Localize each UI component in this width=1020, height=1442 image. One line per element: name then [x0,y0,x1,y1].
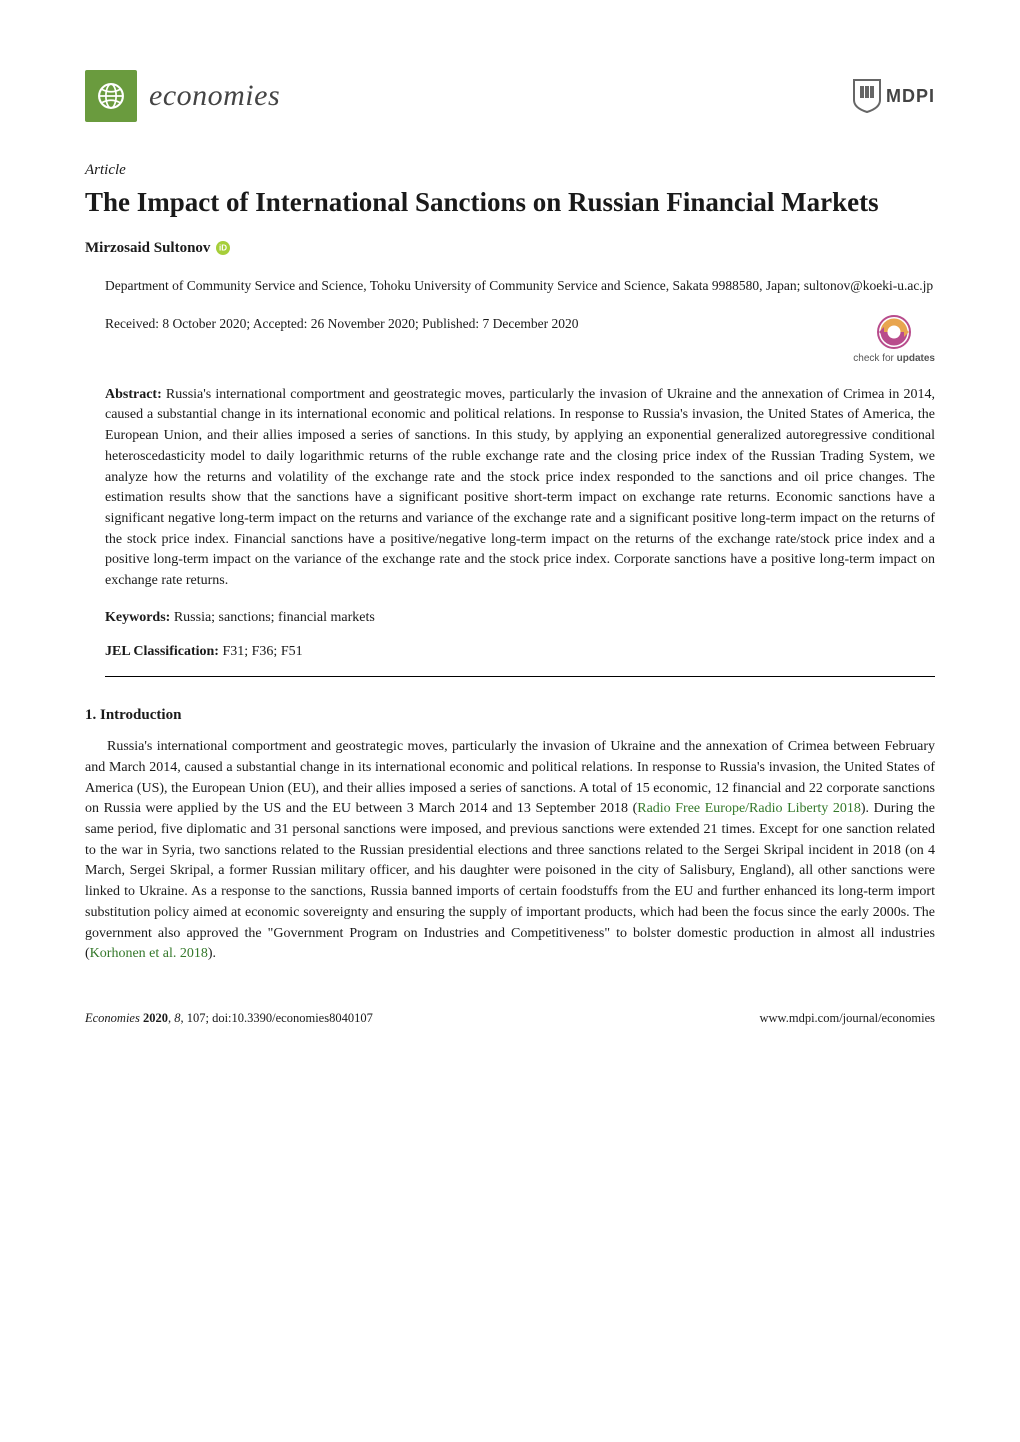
footer-citation: Economies 2020, 8, 107; doi:10.3390/econ… [85,1009,373,1027]
citation-rfe[interactable]: Radio Free Europe/Radio Liberty 2018 [637,801,861,816]
article-title: The Impact of International Sanctions on… [85,186,935,220]
section-heading-intro: 1. Introduction [85,705,935,727]
publisher-name: MDPI [886,83,935,109]
abstract-text: Russia's international comportment and g… [105,387,935,588]
article-type: Article [85,160,935,182]
check-updates-label: check for updates [853,352,935,367]
journal-name: economies [149,74,280,118]
keywords-text: Russia; sanctions; financial markets [174,610,375,625]
abstract-label: Abstract: [105,387,162,402]
dates-row: Received: 8 October 2020; Accepted: 26 N… [105,314,935,367]
header-row: economies MDPI [85,70,935,122]
page-footer: Economies 2020, 8, 107; doi:10.3390/econ… [85,1009,935,1027]
section-divider [105,676,935,677]
mdpi-shield-icon [852,78,882,114]
keywords-label: Keywords: [105,610,170,625]
jel-label: JEL Classification: [105,644,219,659]
author-line: Mirzosaid Sultonov iD [85,238,935,260]
orcid-icon[interactable]: iD [216,241,230,255]
intro-text-post: ). [208,946,216,961]
jel-classification: JEL Classification: F31; F36; F51 [105,642,935,662]
abstract: Abstract: Russia's international comport… [105,385,935,592]
footer-url[interactable]: www.mdpi.com/journal/economies [759,1009,935,1027]
intro-text-mid: ). During the same period, five diplomat… [85,801,935,961]
author-name: Mirzosaid Sultonov [85,238,210,260]
check-updates-badge[interactable]: check for updates [853,314,935,367]
journal-globe-icon [85,70,137,122]
citation-korhonen[interactable]: Korhonen et al. 2018 [90,946,208,961]
jel-text: F31; F36; F51 [222,644,302,659]
affiliation: Department of Community Service and Scie… [105,277,935,296]
check-updates-icon [876,314,912,350]
journal-logo: economies [85,70,280,122]
intro-paragraph: Russia's international comportment and g… [85,737,935,965]
publisher-logo: MDPI [852,78,935,114]
svg-text:iD: iD [219,244,227,253]
publication-dates: Received: 8 October 2020; Accepted: 26 N… [105,314,579,334]
keywords: Keywords: Russia; sanctions; financial m… [105,608,935,628]
